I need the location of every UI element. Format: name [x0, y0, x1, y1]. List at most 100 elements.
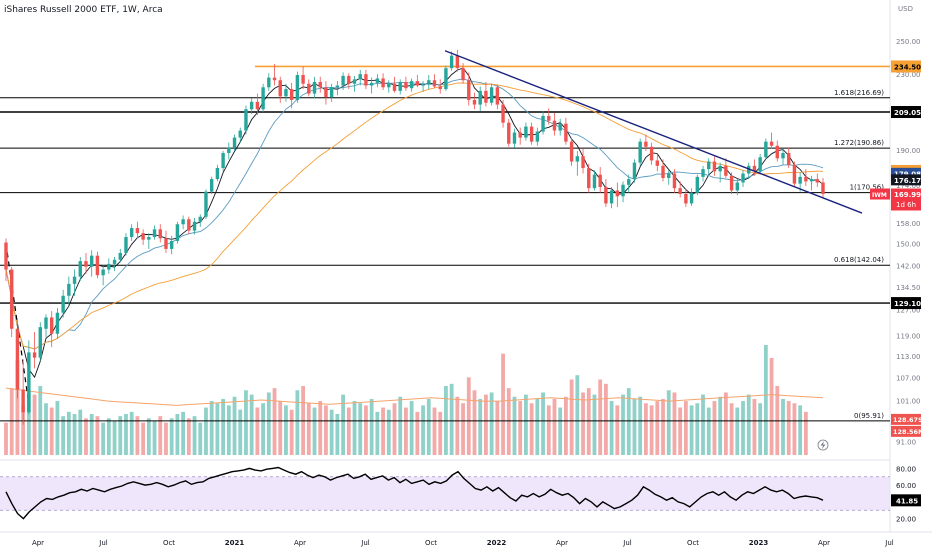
volume-bar [146, 418, 151, 455]
volume-bar [518, 401, 523, 455]
candle-body [147, 237, 151, 240]
volume-bar [232, 396, 237, 455]
volume-bar [101, 422, 106, 455]
volume-bar [129, 411, 134, 455]
volume-bar [266, 392, 271, 455]
volume-bar [512, 396, 517, 455]
volume-bar [215, 403, 220, 455]
candle-body [678, 188, 682, 194]
volume-bar [329, 409, 334, 455]
candle-body [307, 83, 311, 94]
volume-bar [792, 403, 797, 455]
candle-body [84, 261, 88, 267]
candle-body [415, 81, 420, 86]
candle-body [101, 269, 105, 276]
candle-body [198, 216, 202, 222]
candle-body [638, 141, 642, 163]
volume-bar [712, 401, 717, 455]
volume-bar [26, 392, 31, 455]
candle-body [695, 176, 700, 193]
volume-bar [169, 418, 174, 455]
candle-body [535, 131, 540, 142]
volume-bar [278, 401, 283, 455]
candle-body [204, 191, 208, 217]
candle-body [141, 233, 145, 240]
moving-average-line [5, 82, 824, 350]
candle-body [524, 126, 528, 138]
volume-bar [221, 398, 226, 455]
volume-bar [781, 398, 785, 455]
candle-body [787, 153, 791, 165]
volume-bar [723, 392, 728, 455]
fibonacci-level-label: 1(170.56) [850, 184, 885, 192]
price-axis-tick: 127.00 [896, 307, 921, 315]
candle-body [67, 283, 71, 296]
volume-bar [758, 403, 763, 455]
candle-body [181, 219, 185, 225]
candle-body [604, 187, 608, 204]
volume-bar [398, 396, 403, 455]
candle-body [238, 130, 242, 138]
volume-bar [72, 414, 77, 455]
volume-bar [95, 416, 100, 455]
volume-bar [735, 407, 740, 455]
price-axis-tick: 142.00 [896, 262, 921, 270]
candle-body [289, 89, 294, 100]
candle-body [255, 101, 260, 110]
price-axis-tick: 250.00 [896, 38, 921, 46]
volume-bar [9, 388, 14, 455]
volume-bar [295, 390, 300, 455]
volume-bar [592, 394, 597, 455]
price-axis-tick: 190.00 [896, 147, 921, 155]
volume-bar [718, 396, 723, 455]
price-tag-label: 234.50 [894, 63, 921, 71]
volume-bar [678, 407, 683, 455]
volume-bar [638, 396, 643, 455]
candle-body [409, 81, 414, 89]
volume-bar [44, 403, 48, 455]
candle-body [135, 228, 140, 234]
volume-bar [255, 407, 260, 455]
moving-average-line [5, 67, 824, 379]
volume-bar [746, 394, 751, 455]
candle-body [598, 174, 602, 188]
volume-bar [261, 403, 265, 455]
volume-bar [32, 394, 37, 455]
candle-body [169, 240, 174, 249]
candle-body [215, 168, 220, 180]
candle-body [689, 192, 694, 204]
candle-body [758, 157, 762, 172]
price-tag-label: 129.10 [894, 300, 921, 308]
volume-bar [392, 403, 397, 455]
candle-body [592, 174, 597, 189]
volume-bar [272, 388, 277, 455]
chart-title: iShares Russell 2000 ETF, 1W, Arca [4, 5, 163, 15]
price-tag-label: 169.99 [894, 191, 921, 199]
candle-body [364, 74, 368, 86]
volume-bar [643, 403, 648, 455]
volume-bar [318, 401, 323, 455]
volume-bar [66, 411, 71, 455]
volume-tag [891, 413, 921, 425]
candle-body [335, 85, 340, 88]
volume-bar [546, 405, 551, 455]
candle-body [632, 162, 637, 180]
candle-body [512, 132, 517, 144]
price-tag [891, 167, 921, 179]
candle-body [44, 317, 48, 329]
time-axis-label: Oct [687, 539, 699, 547]
time-axis-label: Jul [622, 539, 632, 547]
candle-body [609, 190, 614, 204]
volume-bar [352, 401, 357, 455]
volume-bar [706, 407, 711, 455]
candle-body [152, 229, 157, 238]
candle-body [495, 87, 500, 105]
volume-bar [386, 409, 391, 455]
volume-bar [421, 405, 425, 455]
candle-body [472, 99, 477, 105]
candle-body [821, 182, 825, 194]
candle-body [15, 328, 20, 390]
volume-bar [49, 407, 54, 455]
volume-tag-label: 128.56M [893, 428, 925, 436]
